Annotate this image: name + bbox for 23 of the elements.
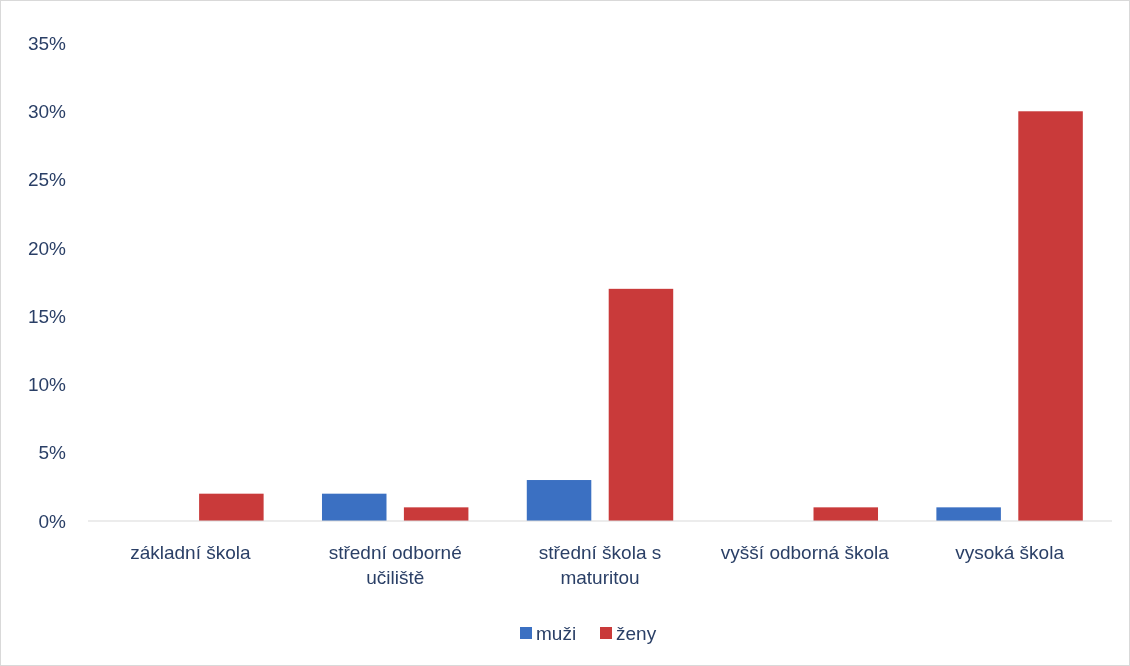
bar (1018, 111, 1083, 521)
x-tick-label: střední škola s maturitou (538, 542, 662, 588)
y-tick-label: 25% (27, 169, 67, 191)
bar (936, 507, 1001, 521)
x-tick-label: vyšší odborná škola (720, 542, 890, 563)
legend-label: ženy (616, 622, 657, 644)
x-tick-label: základní škola (130, 542, 252, 563)
legend-label: muži (536, 622, 577, 644)
y-tick-label: 10% (27, 374, 67, 396)
y-tick-label: 5% (38, 442, 67, 464)
y-tick-label: 15% (27, 305, 67, 327)
bar (321, 493, 387, 521)
bar (199, 493, 264, 521)
y-tick-label: 35% (27, 32, 67, 54)
bar (403, 507, 469, 521)
y-tick-label: 30% (27, 100, 67, 122)
x-tick-label: střední odborné učiliště (328, 542, 462, 588)
x-tick-label: vysoká škola (955, 542, 1065, 563)
bar (608, 288, 674, 521)
bar (813, 507, 879, 521)
bar (526, 480, 592, 521)
y-tick-label: 0% (38, 510, 67, 532)
y-tick-label: 20% (27, 237, 67, 259)
